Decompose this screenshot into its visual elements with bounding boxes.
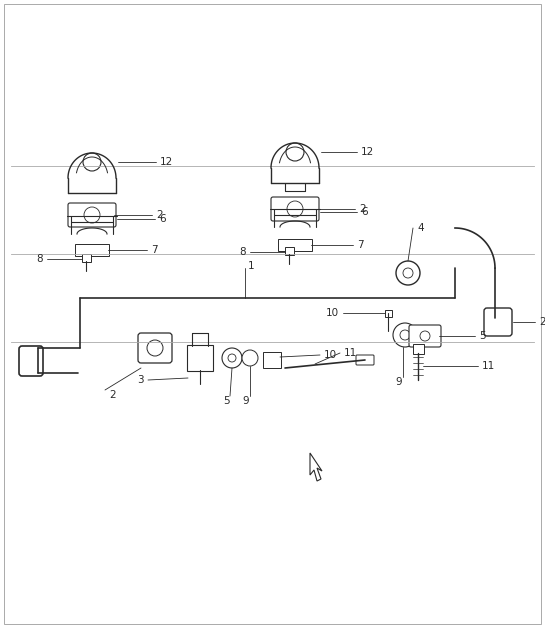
Text: 5: 5 <box>223 396 229 406</box>
Circle shape <box>84 207 100 223</box>
Text: 12: 12 <box>160 157 173 167</box>
Text: 11: 11 <box>344 348 358 358</box>
Text: 6: 6 <box>361 207 368 217</box>
Text: 5: 5 <box>479 331 486 341</box>
Circle shape <box>393 323 417 347</box>
Text: 9: 9 <box>396 377 402 387</box>
Circle shape <box>400 330 410 340</box>
Text: 8: 8 <box>37 254 43 264</box>
Text: 10: 10 <box>326 308 339 318</box>
Circle shape <box>420 331 430 341</box>
Text: 7: 7 <box>357 240 364 250</box>
FancyBboxPatch shape <box>68 203 116 227</box>
FancyBboxPatch shape <box>187 345 213 371</box>
Text: 1: 1 <box>248 261 255 271</box>
Text: 12: 12 <box>361 147 374 157</box>
Circle shape <box>242 350 258 366</box>
Text: 9: 9 <box>243 396 249 406</box>
Circle shape <box>287 201 303 217</box>
Circle shape <box>286 143 304 161</box>
Circle shape <box>228 354 236 362</box>
Text: 2: 2 <box>156 210 162 220</box>
Text: 3: 3 <box>137 375 144 385</box>
Circle shape <box>222 348 242 368</box>
FancyBboxPatch shape <box>284 247 294 254</box>
FancyBboxPatch shape <box>356 355 374 365</box>
FancyBboxPatch shape <box>138 333 172 363</box>
FancyBboxPatch shape <box>263 352 281 368</box>
FancyBboxPatch shape <box>271 197 319 221</box>
FancyBboxPatch shape <box>82 254 90 261</box>
Text: 2: 2 <box>539 317 545 327</box>
Circle shape <box>396 261 420 285</box>
Text: 4: 4 <box>417 223 423 233</box>
Text: 2: 2 <box>109 390 116 400</box>
Text: 2: 2 <box>359 204 366 214</box>
Text: 7: 7 <box>151 245 158 255</box>
FancyBboxPatch shape <box>19 346 43 376</box>
Text: 8: 8 <box>239 247 246 257</box>
Circle shape <box>403 268 413 278</box>
FancyBboxPatch shape <box>409 325 441 347</box>
Circle shape <box>147 340 163 356</box>
FancyBboxPatch shape <box>278 239 312 251</box>
Circle shape <box>83 153 101 171</box>
FancyBboxPatch shape <box>385 310 391 317</box>
Text: 11: 11 <box>482 361 495 371</box>
FancyBboxPatch shape <box>75 244 109 256</box>
Text: 10: 10 <box>324 350 337 360</box>
FancyBboxPatch shape <box>413 344 423 354</box>
FancyBboxPatch shape <box>484 308 512 336</box>
Text: 6: 6 <box>159 214 166 224</box>
